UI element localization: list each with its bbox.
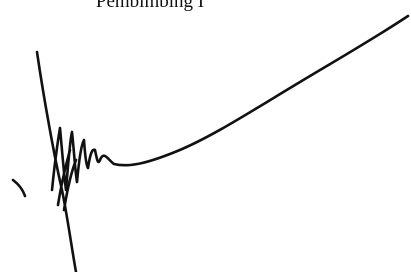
signature-stroke: [13, 180, 25, 196]
page: Pembimbing I: [0, 0, 411, 272]
signature-stroke: [52, 16, 408, 190]
signature: [0, 0, 411, 272]
signature-stroke: [37, 52, 76, 272]
